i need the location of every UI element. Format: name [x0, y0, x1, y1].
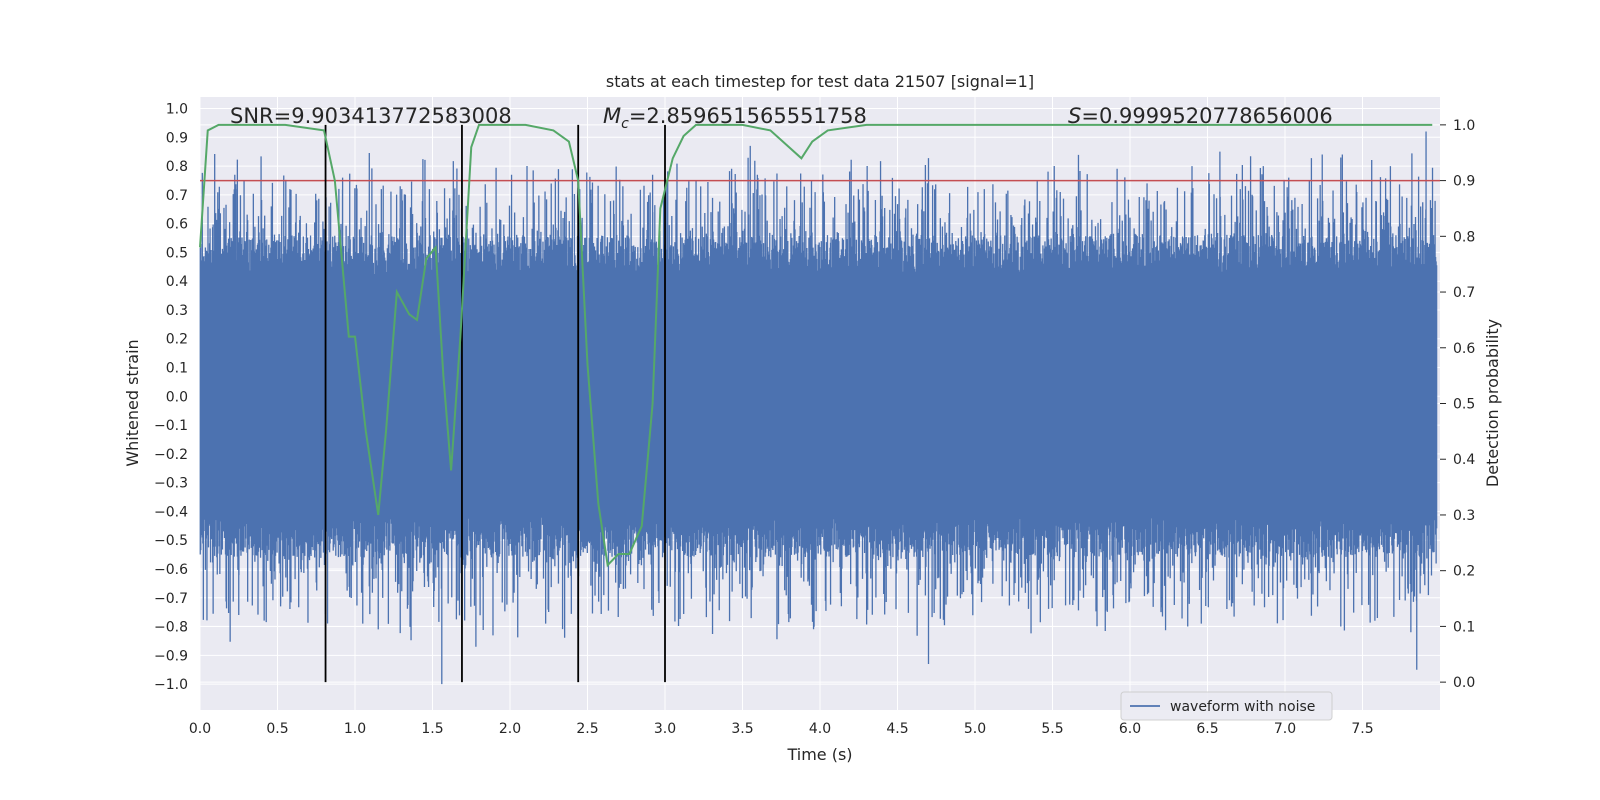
y-tick-label-20: −1.0: [154, 677, 188, 693]
x-tick-label-5: 2.5: [576, 721, 598, 737]
x-tick-label-2: 1.0: [344, 721, 366, 737]
x-tick-label-7: 3.5: [731, 721, 753, 737]
y-axis-label: Whitened strain: [123, 339, 142, 466]
y-tick-label-8: 0.2: [166, 332, 188, 348]
y-tick-label-11: −0.1: [154, 418, 188, 434]
probability-line: [199, 123, 1433, 568]
y-tick-label-2: 0.8: [166, 159, 188, 175]
waveform-series: [199, 131, 1438, 685]
y-tick-label-1: 0.9: [166, 130, 188, 146]
right-y-tick-label-0: 1.0: [1453, 118, 1475, 134]
right-y-tick-label-10: 0.0: [1453, 675, 1475, 691]
x-tick-label-10: 5.0: [964, 721, 986, 737]
x-tick-label-1: 0.5: [266, 721, 288, 737]
y-tick-label-10: 0.0: [166, 389, 188, 405]
legend-box: [1120, 691, 1333, 721]
y-tick-label-14: −0.4: [154, 504, 188, 520]
s-value: =0.9999520778656006: [1081, 104, 1332, 128]
y-tick-label-12: −0.2: [154, 447, 188, 463]
right-y-tick-label-3: 0.7: [1453, 285, 1475, 301]
right-y-axis-label: Detection probability: [1483, 319, 1502, 487]
x-tick-label-3: 1.5: [421, 721, 443, 737]
legend: waveform with noise: [1120, 691, 1333, 721]
right-y-tick-label-9: 0.1: [1453, 619, 1475, 635]
probability-group: [199, 123, 1433, 568]
y-tick-label-19: −0.9: [154, 648, 188, 664]
right-y-tick-label-6: 0.4: [1453, 452, 1475, 468]
x-tick-label-4: 2.0: [499, 721, 521, 737]
right-y-tick-labels: 1.0 0.9 0.8 0.7 0.6 0.5 0.4 0.3 0.2 0.1 0.0: [1440, 118, 1475, 691]
right-y-tick-label-5: 0.5: [1453, 397, 1475, 413]
y-tick-labels: 1.0 0.9 0.8 0.7 0.6 0.5 0.4 0.3 0.2 0.1 0.0 −0.1 −0.…: [154, 102, 188, 694]
x-tick-label-15: 7.5: [1351, 721, 1373, 737]
y-tick-label-6: 0.4: [166, 274, 188, 290]
x-tick-label-14: 7.0: [1274, 721, 1296, 737]
mc-symbol: M: [603, 104, 621, 128]
y-tick-label-5: 0.5: [166, 245, 188, 261]
x-tick-labels: 0.0 0.5 1.0 1.5 2.0 2.5 3.0 3.5 4.0 4.5 5.0 5.5 6.0 6…: [189, 721, 1374, 737]
x-axis-label: Time (s): [786, 745, 852, 764]
y-tick-label-9: 0.1: [166, 361, 188, 377]
mc-subscript: c: [621, 116, 629, 132]
y-tick-label-18: −0.8: [154, 620, 188, 636]
right-y-tick-label-2: 0.8: [1453, 229, 1475, 245]
chirp-mass-annotation: Mc=2.859651565551758: [603, 104, 867, 132]
y-tick-label-0: 1.0: [166, 102, 188, 118]
x-tick-label-9: 4.5: [886, 721, 908, 737]
y-tick-label-17: −0.7: [154, 591, 188, 607]
waveform-line: [199, 131, 1438, 685]
score-annotation: S=0.9999520778656006: [1068, 104, 1333, 128]
event-vertical-lines: [324, 124, 666, 683]
y-tick-label-3: 0.7: [166, 188, 188, 204]
x-tick-label-12: 6.0: [1119, 721, 1141, 737]
mc-value: =2.859651565551758: [629, 104, 867, 128]
y-tick-label-4: 0.6: [166, 217, 188, 233]
x-tick-label-0: 0.0: [189, 721, 211, 737]
right-y-tick-label-4: 0.6: [1453, 341, 1475, 357]
y-tick-label-16: −0.6: [154, 562, 188, 578]
snr-annotation: SNR=9.903413772583008: [230, 104, 512, 128]
y-tick-label-7: 0.3: [166, 303, 188, 319]
right-y-tick-label-1: 0.9: [1453, 174, 1475, 190]
s-symbol: S: [1068, 104, 1081, 128]
chart-title: stats at each timestep for test data 215…: [606, 72, 1034, 91]
y-tick-label-13: −0.3: [154, 476, 188, 492]
y-tick-label-15: −0.5: [154, 533, 188, 549]
x-tick-label-8: 4.0: [809, 721, 831, 737]
x-tick-label-13: 6.5: [1196, 721, 1218, 737]
legend-label: waveform with noise: [1170, 699, 1315, 715]
right-y-tick-label-8: 0.2: [1453, 564, 1475, 580]
right-y-tick-label-7: 0.3: [1453, 508, 1475, 524]
x-tick-label-6: 3.0: [654, 721, 676, 737]
x-tick-label-11: 5.5: [1041, 721, 1063, 737]
